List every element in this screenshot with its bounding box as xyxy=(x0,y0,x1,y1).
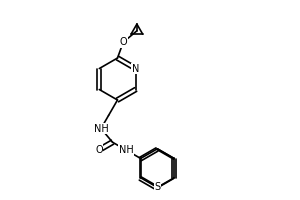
Text: NH: NH xyxy=(94,124,108,134)
Text: NH: NH xyxy=(119,145,134,155)
Text: S: S xyxy=(154,182,161,192)
Text: O: O xyxy=(119,37,127,47)
Text: N: N xyxy=(132,64,139,74)
Text: O: O xyxy=(95,145,103,155)
